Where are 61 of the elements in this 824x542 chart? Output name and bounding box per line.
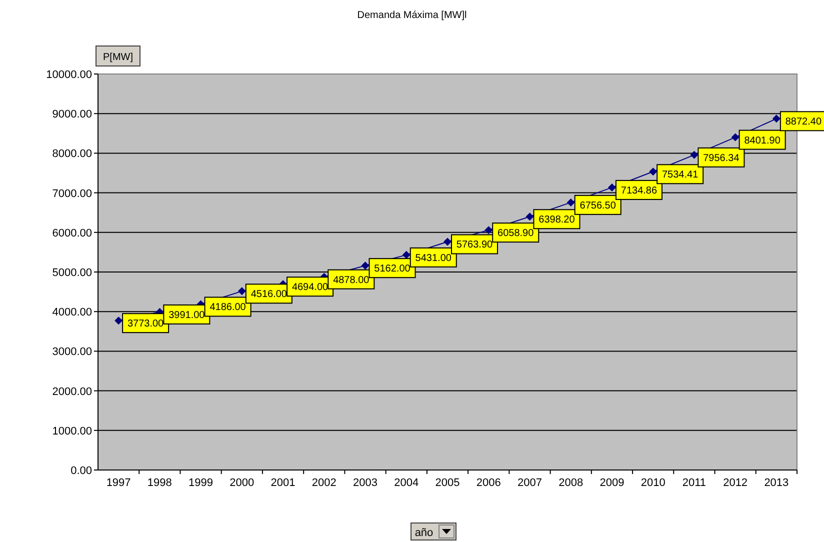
x-tick-label: 1997 — [106, 477, 131, 489]
data-label: 4878.00 — [333, 274, 370, 286]
data-label: 7956.34 — [703, 152, 740, 164]
point — [444, 238, 452, 246]
x-tick-label: 2013 — [764, 477, 789, 489]
point — [566, 198, 575, 206]
y-tick-label: 3000.00 — [52, 346, 92, 358]
point — [526, 212, 534, 221]
point — [238, 287, 246, 296]
point — [484, 226, 493, 234]
point — [608, 183, 616, 192]
y-tick-label: 10000.00 — [46, 69, 92, 81]
point — [772, 114, 780, 123]
x-tick-label: 2005 — [435, 477, 460, 489]
y-tick-label: 7000.00 — [52, 188, 92, 200]
data-label: 7534.41 — [662, 170, 699, 181]
y-tick-label: 9000.00 — [52, 108, 92, 121]
data-label: 8872.40 — [785, 116, 822, 128]
y-tick-label: 0.00 — [70, 465, 92, 477]
x-tick-label: 2001 — [270, 477, 296, 489]
point — [731, 133, 740, 142]
y-tick-label: 1000.00 — [52, 425, 92, 438]
x-tick-label: 2003 — [353, 477, 378, 489]
x-tick-label: 2004 — [394, 477, 419, 489]
text: P[MW] — [103, 52, 134, 63]
x-tick-label: 2008 — [558, 477, 584, 489]
y-tick-label: 6000.00 — [52, 227, 92, 240]
chart-title: Demanda Máxima [MW]l — [357, 10, 467, 21]
x-tick-label: 2009 — [600, 477, 624, 489]
y-tick-label: 4000.00 — [52, 306, 92, 319]
data-label: 5162.00 — [374, 264, 411, 275]
data-label: 4694.00 — [292, 282, 329, 294]
data-label: 8401.90 — [744, 135, 781, 146]
data-label: 4186.00 — [210, 302, 246, 314]
data-label: 4516.00 — [250, 289, 288, 300]
x-tick-label: 2000 — [230, 477, 254, 489]
data-label: 5763.90 — [456, 240, 494, 251]
x-tick-label: 2007 — [517, 477, 542, 489]
data-label: 7134.86 — [620, 185, 658, 196]
y-tick-label: 2000.00 — [52, 386, 92, 398]
x-tick-label: 1998 — [147, 477, 172, 489]
text: año — [414, 527, 434, 539]
point — [649, 168, 658, 176]
x-tick-label: 2012 — [723, 477, 748, 489]
data-label: 6756.50 — [580, 200, 616, 212]
point — [114, 316, 123, 325]
data-label: 5431.00 — [415, 252, 452, 264]
x-tick-label: 2006 — [476, 477, 501, 489]
x-tick-label: 1999 — [188, 477, 214, 489]
x-tick-label: 2010 — [640, 477, 666, 489]
data-label: 3773.00 — [127, 318, 164, 330]
point — [361, 262, 370, 270]
data-label: 3991.00 — [168, 310, 206, 321]
data-label: 6058.90 — [498, 228, 534, 240]
point — [402, 250, 410, 259]
x-tick-label: 2011 — [682, 477, 706, 489]
y-tick-label: 5000.00 — [52, 267, 92, 279]
data-label: 6398.20 — [538, 214, 576, 226]
y-tick-label: 8000.00 — [52, 148, 92, 160]
x-tick-label: 2002 — [312, 477, 336, 489]
point — [690, 150, 698, 159]
